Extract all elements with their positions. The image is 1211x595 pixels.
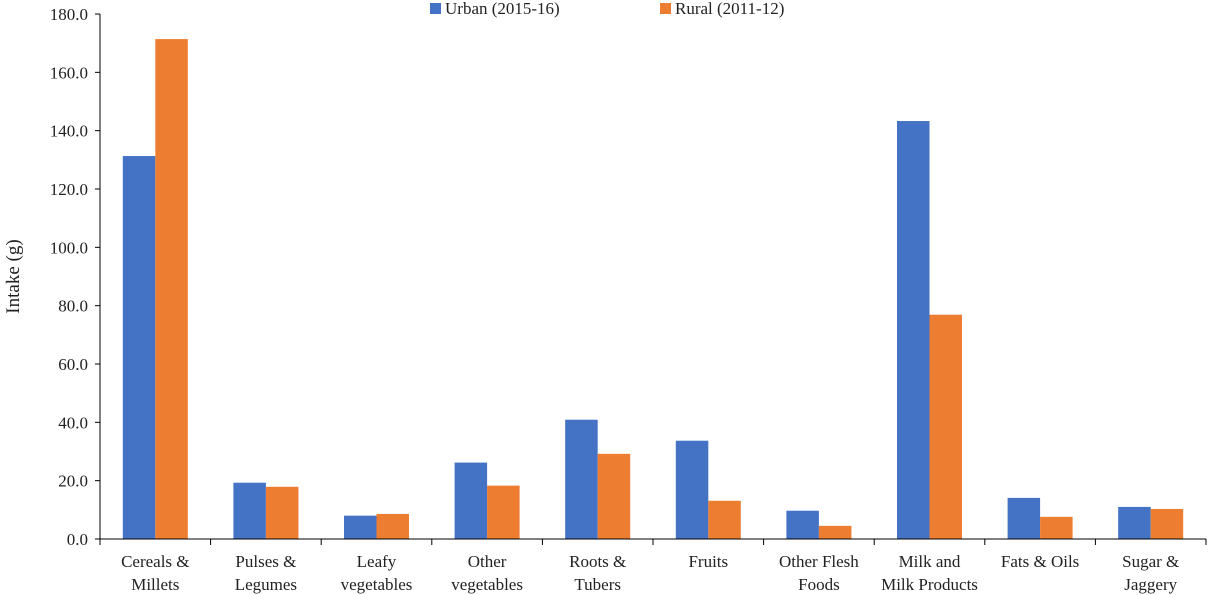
bar-urban-6: [786, 510, 819, 539]
bar-urban-3: [454, 462, 488, 539]
x-category-label: Fats & Oils: [1001, 552, 1079, 571]
x-category-label: Cereals & Millets: [121, 552, 189, 594]
x-category-label-line: Cereals &: [121, 552, 189, 571]
y-axis-title: Intake (g): [3, 239, 24, 313]
bar-rural-1: [265, 486, 299, 539]
legend: Urban (2015-16) Rural (2011-12): [430, 0, 784, 18]
x-category-label: Pulses & Legumes: [235, 552, 297, 594]
y-tick-label: 120.0: [50, 180, 88, 199]
x-category-label-line: Sugar &: [1122, 552, 1179, 571]
y-tick-label: 160.0: [50, 63, 88, 82]
bar-urban-7: [897, 121, 930, 540]
bar-rural-7: [929, 314, 962, 539]
y-tick-label: 140.0: [50, 122, 88, 141]
x-category-label-line: Other: [468, 552, 507, 571]
legend-swatch-urban: [430, 3, 441, 14]
bar-urban-1: [233, 482, 266, 539]
bar-rural-2: [376, 513, 409, 539]
x-category-label-line: vegetables: [451, 575, 523, 594]
y-tick-label: 0.0: [67, 530, 88, 549]
y-tick-label: 180.0: [50, 5, 88, 24]
bar-urban-8: [1007, 497, 1041, 539]
x-category-label: Leafy vegetables: [341, 552, 413, 594]
x-category-label-line: Pulses &: [235, 552, 296, 571]
y-tick-label: 40.0: [58, 413, 88, 432]
bar-rural-8: [1040, 516, 1073, 539]
x-category-label-line: Foods: [798, 575, 840, 594]
x-category-label-line: Milk Products: [881, 575, 978, 594]
x-category-label-line: Millets: [131, 575, 179, 594]
bar-rural-6: [818, 525, 852, 539]
y-axis-ticks: 0.0 20.0 40.0 60.0 80.0 100.0 120.0 140.0 160.0 1…: [50, 5, 101, 549]
y-tick-label: 80.0: [58, 297, 88, 316]
x-category-label-line: Legumes: [235, 575, 297, 594]
legend-swatch-rural: [660, 3, 671, 14]
bar-urban-0: [122, 156, 156, 539]
x-category-label: Other Flesh Foods: [779, 552, 859, 594]
x-category-label-line: Jaggery: [1124, 575, 1177, 594]
bar-rural-3: [487, 485, 520, 539]
legend-label-rural: Rural (2011-12): [675, 0, 784, 18]
legend-label-urban: Urban (2015-16): [445, 0, 560, 18]
bar-rural-0: [155, 39, 188, 539]
x-category-label-line: vegetables: [341, 575, 413, 594]
x-category-label: Roots & Tubers: [569, 552, 626, 594]
x-category-label: Sugar & Jaggery: [1122, 552, 1179, 594]
x-category-label-line: Tubers: [574, 575, 621, 594]
y-tick-label: 20.0: [58, 472, 88, 491]
bar-urban-9: [1118, 506, 1151, 539]
x-category-label-line: Fats & Oils: [1001, 552, 1079, 571]
x-category-label: Milk and Milk Products: [881, 552, 978, 594]
x-axis: [99, 538, 1207, 545]
y-tick-label: 60.0: [58, 355, 88, 374]
x-category-label-line: Milk and: [899, 552, 961, 571]
bars-group: [122, 39, 1184, 540]
x-axis-labels: Cereals & Millets Pulses & Legumes Leafy vege…: [121, 552, 1179, 594]
x-category-label: Fruits: [688, 552, 728, 571]
bar-rural-5: [708, 500, 741, 539]
y-axis-label-group: Intake (g): [3, 239, 24, 313]
bar-urban-5: [675, 440, 709, 539]
x-category-label-line: Other Flesh: [779, 552, 859, 571]
bar-urban-2: [344, 515, 377, 539]
x-category-label-line: Roots &: [569, 552, 626, 571]
x-category-label-line: Fruits: [688, 552, 728, 571]
x-category-label-line: Leafy: [357, 552, 397, 571]
x-category-label: Other vegetables: [451, 552, 523, 594]
bar-rural-9: [1150, 508, 1184, 539]
bar-urban-4: [565, 419, 598, 539]
y-tick-label: 100.0: [50, 238, 88, 257]
bar-rural-4: [597, 453, 631, 539]
